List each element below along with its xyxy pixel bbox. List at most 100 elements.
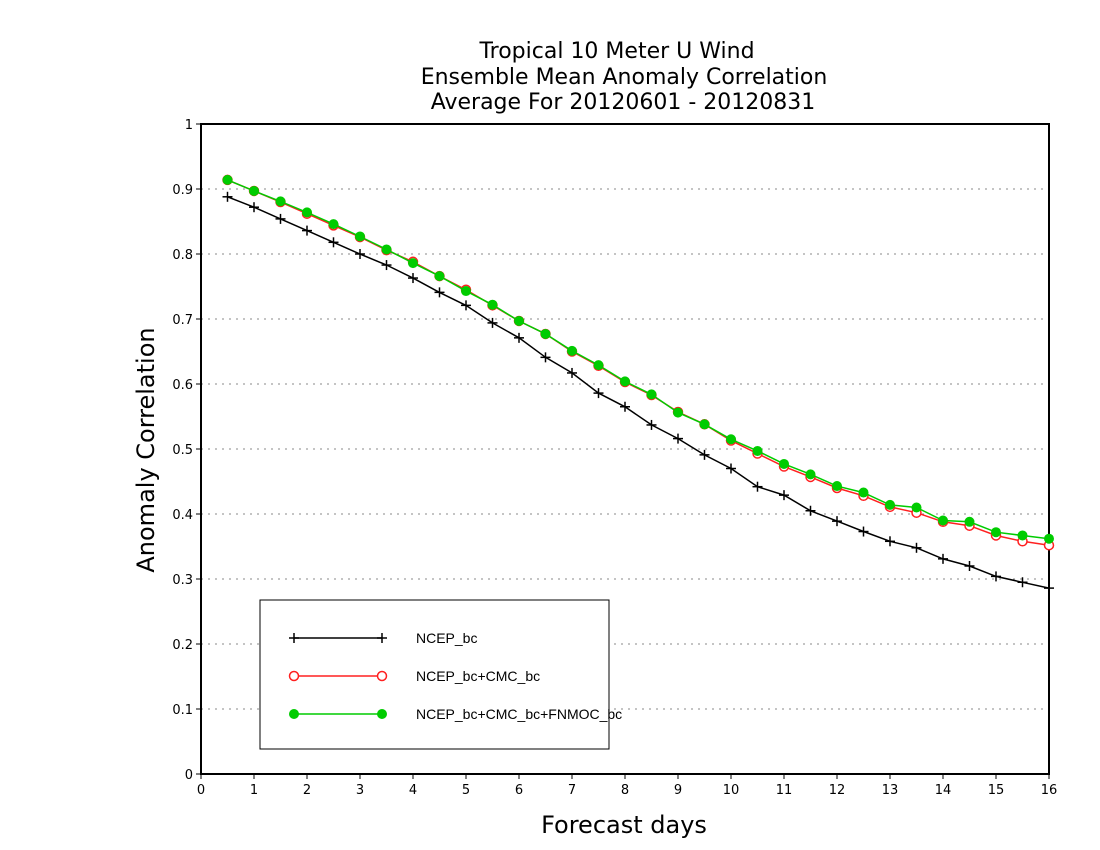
data-point bbox=[302, 207, 312, 218]
data-point bbox=[514, 332, 524, 343]
data-point bbox=[381, 260, 392, 271]
y-tick-label: 0.3 bbox=[172, 573, 193, 588]
data-point bbox=[620, 376, 630, 387]
data-point bbox=[964, 516, 975, 527]
data-point bbox=[646, 389, 657, 400]
data-point bbox=[1017, 577, 1028, 588]
data-point bbox=[461, 300, 471, 311]
data-point bbox=[938, 553, 948, 564]
series-2 bbox=[222, 174, 1054, 544]
title-line-3: Average For 20120601 - 20120831 bbox=[431, 90, 816, 115]
axis-ticks: 00.10.20.30.40.50.60.70.80.910 1 2 3 4 5 6 7 8 9 1… bbox=[172, 118, 1057, 798]
title-line-2: Ensemble Mean Anomaly Correlation bbox=[421, 65, 828, 90]
data-point bbox=[673, 433, 683, 444]
x-tick-label: 15 bbox=[988, 783, 1005, 798]
y-tick-label: 0.6 bbox=[172, 378, 193, 393]
legend-marker bbox=[377, 709, 387, 719]
x-axis-title: Forecast days bbox=[541, 811, 707, 839]
data-point bbox=[911, 542, 922, 553]
legend-label: NCEP_bc+CMC_bc bbox=[416, 668, 540, 684]
y-tick-label: 0.7 bbox=[172, 313, 193, 328]
data-point bbox=[726, 463, 736, 474]
data-point bbox=[487, 299, 498, 310]
data-point bbox=[991, 571, 1001, 582]
data-point bbox=[408, 258, 418, 269]
x-tick-label: 5 bbox=[462, 783, 470, 798]
legend-marker bbox=[288, 670, 300, 682]
data-point bbox=[752, 481, 763, 492]
data-point bbox=[726, 434, 736, 445]
legend-label: NCEP_bc bbox=[416, 630, 477, 646]
x-tick-label: 12 bbox=[829, 783, 846, 798]
data-point bbox=[1017, 530, 1028, 541]
data-point bbox=[302, 225, 312, 236]
y-tick-label: 0.8 bbox=[172, 248, 193, 263]
y-tick-label: 0 bbox=[185, 768, 193, 783]
data-point bbox=[328, 237, 339, 248]
legend-marker bbox=[376, 670, 388, 682]
data-point bbox=[408, 273, 418, 284]
data-point bbox=[991, 527, 1001, 538]
x-tick-label: 10 bbox=[723, 783, 740, 798]
chart-title: Tropical 10 Meter U Wind Ensemble Mean A… bbox=[421, 39, 828, 115]
data-point bbox=[752, 445, 763, 456]
x-tick-label: 8 bbox=[621, 783, 629, 798]
data-point bbox=[434, 271, 445, 282]
data-point bbox=[646, 419, 657, 430]
data-point bbox=[699, 419, 710, 430]
legend-marker bbox=[377, 633, 387, 643]
data-point bbox=[779, 458, 789, 469]
series-line bbox=[227, 196, 1050, 589]
y-tick-label: 0.5 bbox=[172, 443, 193, 458]
legend-label: NCEP_bc+CMC_bc+FNMOC_bc bbox=[416, 706, 622, 722]
data-point bbox=[381, 244, 392, 255]
data-point bbox=[885, 536, 895, 547]
x-tick-label: 2 bbox=[303, 783, 311, 798]
x-tick-label: 7 bbox=[568, 783, 576, 798]
data-point bbox=[461, 286, 471, 297]
data-point bbox=[1044, 583, 1054, 594]
y-tick-label: 0.9 bbox=[172, 183, 193, 198]
x-tick-label: 1 bbox=[250, 783, 258, 798]
legend-entry: NCEP_bc bbox=[289, 630, 477, 646]
data-point bbox=[222, 174, 233, 185]
data-point bbox=[328, 219, 339, 230]
data-point bbox=[699, 449, 710, 460]
x-tick-label: 4 bbox=[409, 783, 417, 798]
x-tick-label: 9 bbox=[674, 783, 682, 798]
data-point bbox=[938, 515, 948, 526]
y-tick-label: 0.1 bbox=[172, 703, 193, 718]
data-point bbox=[593, 360, 604, 371]
y-axis-title: Anomaly Correlation bbox=[132, 327, 160, 572]
legend-box bbox=[259, 599, 610, 750]
data-point bbox=[964, 561, 975, 571]
data-point bbox=[355, 231, 365, 242]
series-0 bbox=[222, 191, 1054, 594]
data-point bbox=[858, 487, 869, 498]
data-point bbox=[805, 505, 816, 516]
y-tick-label: 1 bbox=[185, 118, 193, 133]
data-point bbox=[514, 315, 524, 326]
data-point bbox=[858, 526, 869, 537]
data-point bbox=[911, 502, 922, 513]
x-tick-label: 11 bbox=[776, 783, 793, 798]
x-tick-label: 0 bbox=[197, 783, 205, 798]
x-tick-label: 16 bbox=[1041, 783, 1058, 798]
data-point bbox=[540, 352, 551, 363]
data-point bbox=[832, 481, 842, 492]
x-tick-label: 13 bbox=[882, 783, 899, 798]
series-group bbox=[222, 174, 1055, 594]
data-point bbox=[487, 317, 498, 328]
data-point bbox=[779, 490, 789, 501]
legend-marker bbox=[289, 633, 299, 643]
data-point bbox=[249, 185, 259, 196]
data-point bbox=[275, 213, 286, 224]
y-tick-label: 0.2 bbox=[172, 638, 193, 653]
legend-marker bbox=[289, 709, 299, 719]
data-point bbox=[620, 401, 630, 412]
data-point bbox=[1044, 533, 1054, 544]
data-point bbox=[355, 249, 365, 259]
data-point bbox=[434, 287, 445, 298]
data-point bbox=[275, 196, 286, 207]
